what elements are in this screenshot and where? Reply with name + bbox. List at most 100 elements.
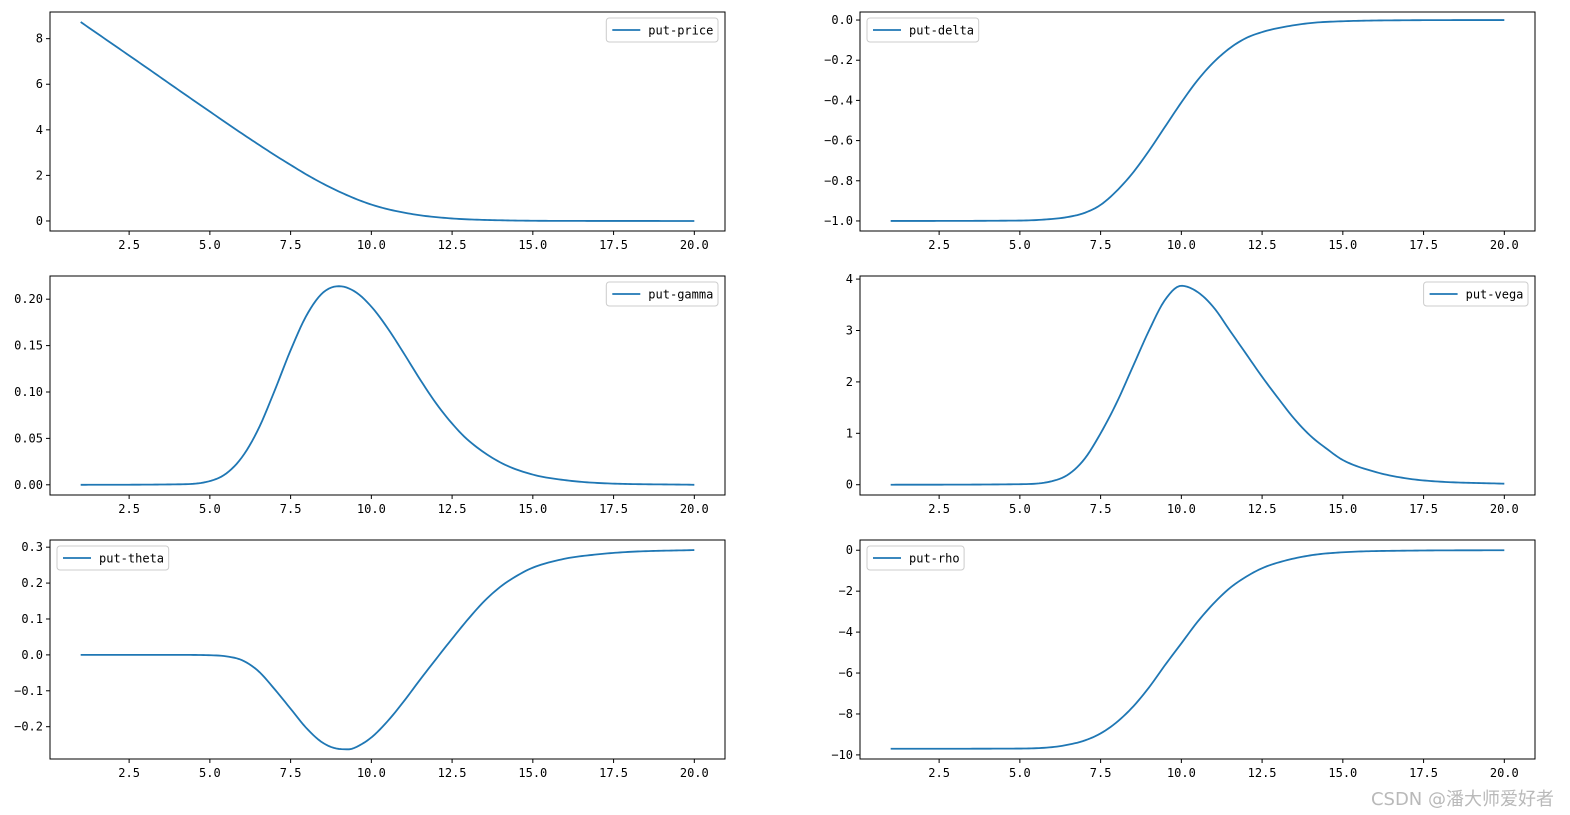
subplot-put-gamma: 2.5 5.0 7.5 10.0 12.5 15.0 17.5 20.0 0.00 0.05 0.1…: [14, 275, 726, 516]
series-line-put-gamma: [80, 285, 695, 486]
legend-box: [866, 545, 965, 571]
y-tick-label: 4: [36, 123, 43, 137]
legend-box: [56, 545, 170, 571]
x-tick-label: 10.0: [1167, 238, 1196, 252]
x-tick-label: 10.0: [357, 238, 386, 252]
x-tick-label: 20.0: [1490, 238, 1519, 252]
y-tick-label: 2: [36, 168, 43, 182]
x-tick-label: 15.0: [1328, 238, 1357, 252]
x-tick-label: 7.5: [1090, 238, 1112, 252]
x-tick-label: 12.5: [1248, 502, 1277, 516]
x-tick-label: 2.5: [118, 238, 140, 252]
x-tick-label: 17.5: [599, 766, 628, 780]
y-tick-label: −8: [839, 707, 853, 721]
y-tick-label: 0.15: [14, 339, 43, 353]
y-tick-label: −10: [831, 748, 853, 762]
x-tick-label: 17.5: [599, 238, 628, 252]
x-tick-label: 10.0: [357, 766, 386, 780]
x-tick-label: 12.5: [438, 502, 467, 516]
subplot-put-rho: 2.5 5.0 7.5 10.0 12.5 15.0 17.5 20.0 −10 −8 −6 −4 −2…: [831, 539, 1536, 780]
y-tick-label: 0: [846, 543, 853, 557]
series-line-put-vega: [890, 284, 1505, 486]
x-tick-label: 5.0: [1009, 238, 1031, 252]
axes-frame: [859, 275, 1536, 496]
watermark: CSDN @潘大师爱好者: [1370, 789, 1554, 810]
x-tick-label: 7.5: [1090, 766, 1112, 780]
legend-label: put-gamma: [648, 288, 713, 302]
y-tick-label: 6: [36, 77, 43, 91]
series-line-put-theta: [80, 549, 695, 751]
legend-label: put-vega: [1466, 288, 1524, 302]
legend-box: [605, 281, 719, 307]
y-tick-label: −1.0: [824, 214, 853, 228]
series-line-put-rho: [890, 549, 1505, 750]
subplot-put-price: 2.5 5.0 7.5 10.0 12.5 15.0 17.5 20.0 0 2 4 6 8 put-pr…: [36, 11, 726, 252]
x-tick-label: 17.5: [1409, 502, 1438, 516]
y-tick-label: −0.4: [824, 93, 853, 107]
y-tick-label: 0.3: [21, 540, 43, 554]
x-tick-label: 10.0: [1167, 766, 1196, 780]
x-tick-label: 2.5: [118, 766, 140, 780]
axes-frame: [49, 11, 726, 232]
y-tick-label: 0.1: [21, 612, 43, 626]
legend-label: put-theta: [99, 552, 164, 566]
x-tick-label: 12.5: [438, 238, 467, 252]
x-tick-label: 15.0: [1328, 502, 1357, 516]
legend-label: put-rho: [909, 552, 960, 566]
x-tick-label: 5.0: [1009, 766, 1031, 780]
y-tick-label: −0.1: [14, 684, 43, 698]
legend-box: [1423, 281, 1529, 307]
x-tick-label: 17.5: [1409, 238, 1438, 252]
y-tick-label: 0.10: [14, 385, 43, 399]
legend-box: [605, 17, 719, 43]
x-tick-label: 2.5: [928, 238, 950, 252]
y-tick-label: 0.0: [21, 648, 43, 662]
x-tick-label: 20.0: [680, 766, 709, 780]
x-tick-label: 7.5: [280, 502, 302, 516]
x-tick-label: 12.5: [438, 766, 467, 780]
x-tick-label: 5.0: [199, 766, 221, 780]
subplot-put-vega: 2.5 5.0 7.5 10.0 12.5 15.0 17.5 20.0 0 1 2 3 4 put-ve…: [846, 272, 1536, 516]
x-tick-label: 7.5: [280, 766, 302, 780]
x-tick-label: 5.0: [199, 238, 221, 252]
legend-box: [866, 17, 980, 43]
y-tick-label: 8: [36, 32, 43, 46]
axes-frame: [49, 539, 726, 760]
y-tick-label: 0.20: [14, 292, 43, 306]
y-tick-label: 2: [846, 375, 853, 389]
y-tick-label: −0.6: [824, 134, 853, 148]
x-tick-label: 20.0: [1490, 502, 1519, 516]
legend: put-rho: [866, 545, 965, 571]
axes-frame: [49, 275, 726, 496]
x-tick-label: 5.0: [1009, 502, 1031, 516]
x-tick-label: 20.0: [1490, 766, 1519, 780]
x-tick-label: 20.0: [680, 238, 709, 252]
y-tick-label: −2: [839, 584, 853, 598]
y-tick-label: 1: [846, 426, 853, 440]
y-tick-label: −4: [839, 625, 853, 639]
x-tick-label: 10.0: [357, 502, 386, 516]
subplot-put-delta: 2.5 5.0 7.5 10.0 12.5 15.0 17.5 20.0 −1.0 −0.8 −0.…: [824, 11, 1536, 252]
x-tick-label: 7.5: [280, 238, 302, 252]
x-tick-label: 5.0: [199, 502, 221, 516]
axes-frame: [859, 11, 1536, 232]
x-tick-label: 15.0: [518, 766, 547, 780]
x-tick-label: 17.5: [599, 502, 628, 516]
y-tick-label: 0.2: [21, 576, 43, 590]
legend: put-delta: [866, 17, 980, 43]
axes-frame: [859, 539, 1536, 760]
legend-label: put-price: [648, 24, 713, 38]
legend: put-vega: [1423, 281, 1529, 307]
x-tick-label: 15.0: [1328, 766, 1357, 780]
y-tick-label: 0.05: [14, 431, 43, 445]
y-tick-label: −0.2: [824, 53, 853, 67]
y-tick-label: −0.8: [824, 174, 853, 188]
y-tick-label: 0.0: [831, 13, 853, 27]
x-tick-label: 2.5: [928, 766, 950, 780]
legend: put-theta: [56, 545, 170, 571]
x-tick-label: 15.0: [518, 502, 547, 516]
y-tick-label: 4: [846, 272, 853, 286]
y-tick-label: 0.00: [14, 478, 43, 492]
legend: put-gamma: [605, 281, 719, 307]
